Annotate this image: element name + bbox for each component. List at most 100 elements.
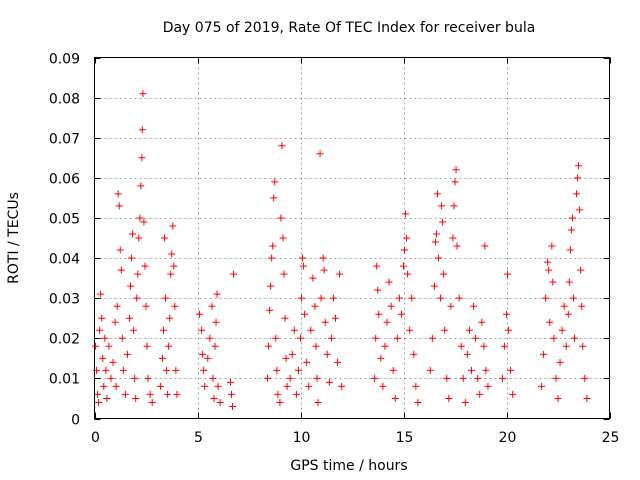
data-point: [299, 254, 307, 262]
data-point: [286, 374, 294, 382]
data-point: [268, 254, 276, 262]
data-point: [401, 246, 409, 254]
data-point: [102, 366, 110, 374]
data-point: [455, 294, 463, 302]
data-point: [476, 390, 484, 398]
y-tick-label: 0.08: [49, 92, 80, 108]
data-point: [438, 202, 446, 210]
data-point: [400, 262, 407, 270]
data-point: [560, 302, 568, 310]
data-point: [579, 342, 587, 350]
data-point: [158, 354, 166, 362]
data-point: [554, 394, 562, 402]
data-point: [140, 218, 148, 226]
data-point: [323, 350, 331, 358]
data-point: [276, 398, 284, 406]
data-point: [403, 234, 411, 242]
data-point: [371, 374, 379, 382]
plot-frame: [94, 57, 610, 419]
data-point: [156, 382, 164, 390]
data-point: [375, 310, 383, 318]
data-point: [482, 366, 490, 374]
data-point: [377, 354, 385, 362]
data-point: [321, 318, 329, 326]
data-point: [320, 266, 328, 274]
data-point: [474, 374, 482, 382]
data-point: [567, 226, 575, 234]
data-point: [165, 342, 173, 350]
data-point: [312, 342, 320, 350]
data-point: [132, 394, 140, 402]
data-point: [126, 314, 134, 322]
data-point: [98, 314, 106, 322]
x-tick-label: 25: [602, 430, 620, 446]
data-point: [578, 302, 586, 310]
data-point: [133, 294, 141, 302]
data-point: [334, 358, 342, 366]
data-point: [428, 334, 436, 342]
chart-title: Day 075 of 2019, Rate Of TEC Index for r…: [163, 20, 536, 36]
data-point: [303, 358, 311, 366]
data-point: [128, 254, 136, 262]
x-tick-label: 10: [293, 430, 311, 446]
data-point: [450, 202, 458, 210]
data-point: [461, 398, 469, 406]
y-tick-label: 0.06: [49, 172, 80, 188]
data-point: [373, 262, 381, 270]
data-point: [288, 350, 296, 358]
data-point: [570, 334, 578, 342]
data-point: [426, 366, 434, 374]
data-point: [129, 230, 137, 238]
data-point: [453, 242, 461, 250]
data-point: [410, 350, 418, 358]
data-point: [336, 270, 344, 278]
data-point: [576, 206, 584, 214]
data-point: [131, 374, 139, 382]
data-point: [171, 302, 179, 310]
y-tick-label: 0.03: [49, 292, 80, 308]
data-point: [130, 326, 138, 334]
data-point: [500, 342, 508, 350]
data-point: [484, 382, 492, 390]
data-point: [123, 350, 131, 358]
data-points: [92, 90, 591, 410]
data-point: [552, 374, 560, 382]
data-point: [397, 310, 405, 318]
data-point: [204, 354, 212, 362]
data-point: [141, 262, 149, 270]
data-point: [274, 390, 282, 398]
data-point: [278, 142, 286, 150]
data-point: [127, 282, 135, 290]
data-point: [463, 350, 471, 358]
data-point: [451, 178, 459, 186]
data-point: [167, 270, 175, 278]
data-point: [206, 334, 214, 342]
data-point: [208, 302, 216, 310]
data-point: [271, 178, 279, 186]
data-point: [307, 326, 315, 334]
data-point: [568, 214, 576, 222]
data-point: [439, 218, 447, 226]
data-point: [137, 182, 145, 190]
data-point: [374, 286, 382, 294]
data-point: [216, 398, 224, 406]
data-point: [272, 334, 280, 342]
x-tick-label: 5: [194, 430, 203, 446]
data-point: [196, 310, 204, 318]
data-point: [440, 270, 448, 278]
data-point: [472, 334, 480, 342]
x-tick-label: 15: [396, 430, 414, 446]
data-point: [465, 326, 473, 334]
data-point: [283, 382, 291, 390]
data-point: [266, 306, 274, 314]
data-point: [267, 282, 275, 290]
data-point: [577, 266, 585, 274]
data-point: [111, 318, 119, 326]
data-point: [212, 318, 220, 326]
data-point: [264, 374, 272, 382]
data-point: [550, 334, 558, 342]
data-point: [107, 374, 115, 382]
data-point: [573, 190, 581, 198]
data-point: [379, 382, 387, 390]
data-point: [294, 366, 302, 374]
